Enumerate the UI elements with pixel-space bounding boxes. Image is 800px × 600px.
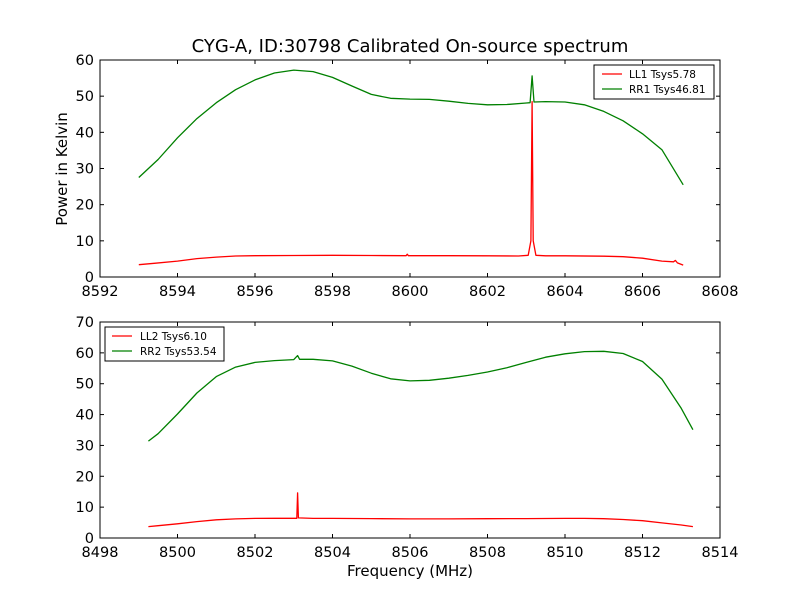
x-tick-label: 8512 [624,545,661,561]
y-tick-label: 10 [76,500,94,516]
top-plot-ticks: 8592 8594 8596 8598 8600 8602 8604 8606 8608 0 10 2… [76,53,739,300]
y-tick-label: 70 [76,315,94,331]
y-tick-label: 0 [85,531,94,547]
bottom-plot-ticks: 8498 8500 8502 8504 8506 8508 8510 8512 8514 0 10 2… [76,315,739,561]
x-tick-label: 8502 [237,545,274,561]
y-tick-label: 40 [76,408,94,424]
bottom-plot-lines [148,350,694,528]
top-legend-box [593,64,715,100]
series-line-ll1 [138,100,684,266]
top-y-axis-label: Power in Kelvin [53,112,71,226]
x-tick-label: 8600 [392,284,429,300]
x-tick-label: 8594 [159,284,196,300]
series-line-rr2 [148,350,694,442]
x-tick-label: 8510 [547,545,584,561]
y-tick-label: 10 [76,234,94,250]
x-tick-label: 8598 [314,284,351,300]
figure-title: CYG-A, ID:30798 Calibrated On-source spe… [192,36,629,57]
y-tick-label: 50 [76,89,94,105]
y-tick-label: 50 [76,377,94,393]
y-tick-label: 20 [76,469,94,485]
x-tick-label: 8506 [392,545,429,561]
top-subplot: 8592 8594 8596 8598 8600 8602 8604 8606 8608 0 10 2… [53,53,738,300]
x-axis-label: Frequency (MHz) [347,562,473,580]
y-tick-label: 0 [85,270,94,286]
legend-label-ll1: LL1 Tsys5.78 [629,69,696,81]
y-tick-label: 60 [76,346,94,362]
top-plot-lines [138,69,684,266]
bottom-subplot: 8498 8500 8502 8504 8506 8508 8510 8512 8514 0 10 2… [76,315,739,580]
x-tick-label: 8514 [702,545,739,561]
y-tick-label: 40 [76,125,94,141]
series-line-ll2 [148,492,693,528]
x-tick-label: 8602 [469,284,506,300]
legend-label-rr2: RR2 Tsys53.54 [140,346,217,358]
top-legend: LL1 Tsys5.78 RR1 Tsys46.81 [593,64,715,100]
x-tick-label: 8500 [159,545,196,561]
x-tick-label: 8608 [702,284,739,300]
y-tick-label: 30 [76,438,94,454]
y-tick-label: 30 [76,162,94,178]
legend-label-rr1: RR1 Tsys46.81 [629,84,706,96]
series-line-rr1 [138,69,684,186]
bottom-legend: LL2 Tsys6.10 RR2 Tsys53.54 [104,326,225,362]
x-tick-label: 8606 [624,284,661,300]
bottom-legend-box [104,326,225,362]
legend-label-ll2: LL2 Tsys6.10 [140,331,207,343]
x-tick-label: 8498 [82,545,119,561]
y-tick-label: 60 [76,53,94,69]
y-tick-label: 20 [76,198,94,214]
x-tick-label: 8504 [314,545,351,561]
x-tick-label: 8596 [237,284,274,300]
x-tick-label: 8604 [547,284,584,300]
x-tick-label: 8592 [82,284,119,300]
x-tick-label: 8508 [469,545,506,561]
